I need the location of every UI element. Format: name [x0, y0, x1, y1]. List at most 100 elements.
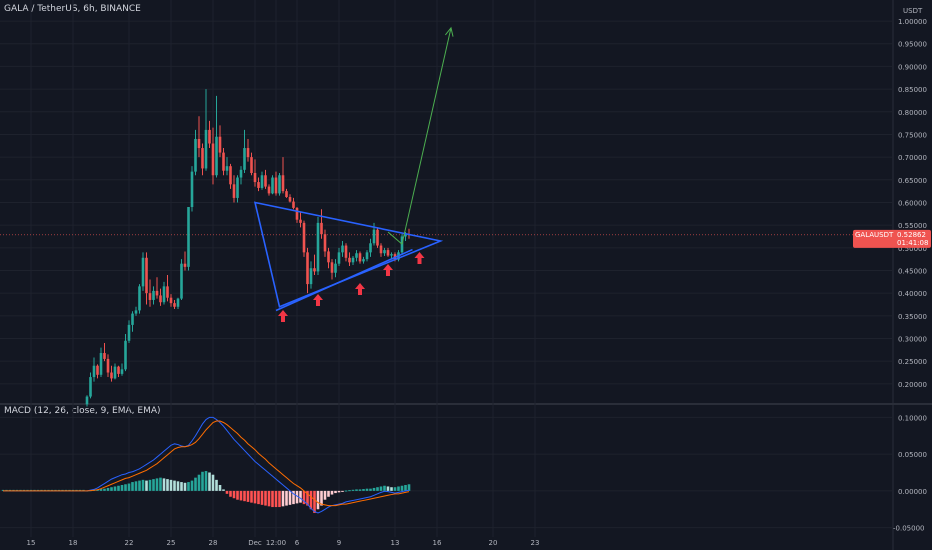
macd-line [3, 416, 410, 514]
candle-body [148, 293, 152, 300]
macd-hist-bar [236, 490, 239, 500]
macd-hist-bar [383, 485, 386, 491]
candle-body [218, 136, 222, 153]
candle-body [355, 253, 358, 258]
macd-hist-bar [337, 490, 341, 493]
macd-tick-label: 0.00000 [898, 488, 927, 496]
candle-body [292, 201, 295, 208]
price-badge-countdown: 01:41:08 [897, 239, 928, 247]
price-tick-label: 0.30000 [898, 336, 927, 344]
macd-hist-bar [208, 472, 211, 491]
macd-hist-bar [162, 478, 166, 491]
target-arrow-head [445, 26, 454, 37]
price-tick-label: 0.85000 [898, 86, 927, 94]
candle-body [334, 263, 337, 273]
macd-hist-bar [148, 479, 152, 491]
time-tick-label: 25 [167, 539, 176, 547]
price-tick-label: 0.20000 [898, 381, 927, 389]
candle-body [313, 268, 316, 272]
candle-body [281, 175, 285, 192]
candle-body [183, 263, 187, 267]
candle-body [295, 207, 299, 220]
time-tick-label: 15 [27, 539, 36, 547]
candle-body [358, 253, 362, 262]
price-tick-label: 0.70000 [898, 154, 927, 162]
axes: 1.00000 0.95000 0.90000 0.85000 0.80000 0.750… [27, 18, 927, 547]
candle-body [236, 177, 239, 198]
candle-body [302, 222, 306, 253]
candle-body [323, 234, 327, 252]
macd-hist-bar [103, 488, 106, 491]
macd-hist-bar [393, 487, 397, 491]
macd-hist-bar [194, 477, 197, 491]
candle-body [365, 252, 369, 260]
support-arrow [278, 310, 288, 322]
price-tick-label: 0.80000 [898, 109, 927, 117]
candle-body [208, 129, 211, 144]
support-arrow [313, 294, 323, 306]
triangle-pattern [253, 201, 444, 308]
candle-body [404, 234, 407, 237]
candle-body [288, 197, 292, 202]
candle-body [372, 229, 376, 244]
candle-body [138, 286, 141, 311]
macd-hist-bar [355, 489, 358, 491]
macd-hist-bar [365, 488, 369, 491]
price-badge: GALAUSDT 0.52862 01:41:08 [853, 229, 931, 248]
candle-body [306, 252, 309, 285]
macd-hist-bar [215, 479, 218, 491]
macd-hist-bar [159, 477, 162, 491]
candle-body [194, 138, 197, 172]
macd-hist-bar [313, 490, 316, 513]
macd-hist-bar [250, 490, 253, 503]
signal-line [3, 420, 410, 507]
macd-hist-bar [166, 479, 169, 491]
candle-body [92, 365, 96, 378]
candle-body [278, 175, 281, 194]
candle-body [155, 290, 159, 296]
candle-body [246, 148, 250, 158]
macd-hist-bar [152, 479, 155, 491]
candle-body [309, 268, 313, 285]
time-tick-label: 9 [337, 539, 341, 547]
macd-tick-label: -0.05000 [893, 525, 924, 533]
macd-hist-bar [117, 485, 120, 491]
macd-hist-bar [344, 490, 348, 492]
macd-hist-bar [309, 490, 313, 510]
macd-hist-bar [288, 490, 292, 505]
macd-tick-label: 0.05000 [898, 451, 927, 459]
support-arrow [383, 264, 393, 276]
macd-hist-bar [110, 487, 113, 491]
candle-body [267, 186, 271, 194]
macd-hist-bar [369, 488, 372, 491]
macd-hist-bar [180, 482, 183, 491]
candle-body [204, 129, 208, 169]
candle-body [299, 219, 302, 223]
time-tick-label: 28 [209, 539, 218, 547]
candle-body [369, 243, 372, 253]
candle-body [85, 396, 89, 405]
macd-hist-bar [113, 486, 117, 491]
macd-hist-bar [362, 489, 365, 491]
candle-body [264, 175, 267, 187]
macd-hist-bar [141, 479, 145, 491]
macd-hist-bar [386, 486, 390, 491]
candle-body [103, 353, 106, 359]
candle-body [180, 263, 183, 299]
candle-body [222, 152, 225, 171]
macd-hist-bar [348, 490, 351, 492]
macd-hist-bar [334, 490, 337, 494]
macd-hist-bar [211, 474, 215, 491]
macd-hist-bar [376, 487, 379, 491]
time-tick-label: Dec [248, 539, 262, 547]
macd-hist-bar [372, 487, 376, 491]
candle-body [341, 245, 344, 253]
macd-hist-bar [246, 490, 250, 502]
candle-body [285, 191, 288, 198]
macd-hist-bar [176, 481, 180, 491]
price-tick-label: 0.35000 [898, 313, 927, 321]
macd-hist-bar [218, 485, 222, 491]
candle-body [131, 313, 134, 325]
